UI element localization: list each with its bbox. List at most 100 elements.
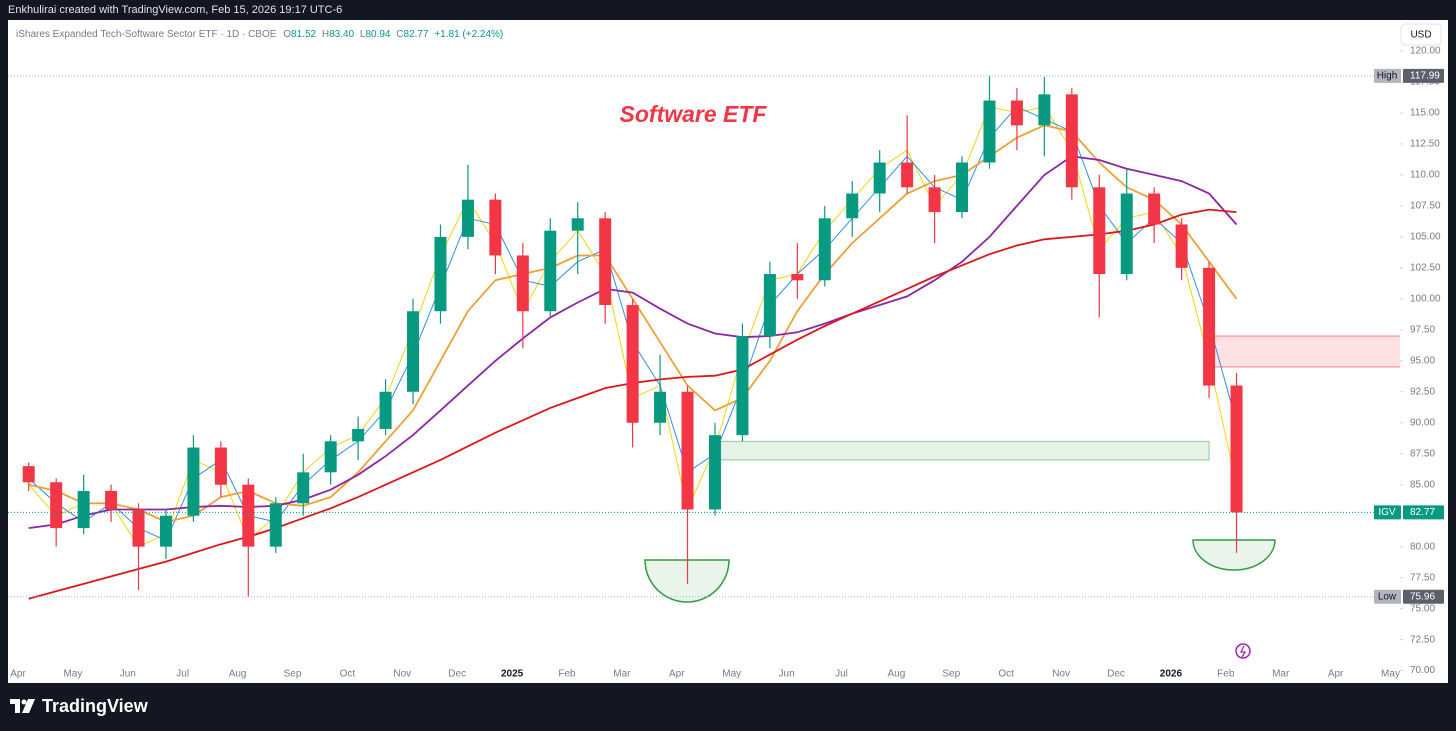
candle-body	[1203, 267, 1216, 386]
chart: iShares Expanded Tech-Software Sector ET…	[8, 20, 1448, 683]
price-tag-bg	[1403, 505, 1444, 520]
candle-body	[50, 482, 63, 529]
chart-title: Software ETF	[620, 101, 768, 127]
price-tag-bg	[1403, 589, 1444, 604]
candle-body	[599, 218, 612, 306]
candle-body	[516, 255, 529, 312]
candle-body	[434, 236, 447, 312]
candle-body	[736, 336, 749, 436]
x-tick-label: May	[1381, 669, 1400, 680]
x-tick-label: Jul	[835, 669, 848, 680]
x-tick-label: May	[63, 669, 82, 680]
ohlc-label: O	[283, 29, 291, 40]
candle-body	[1065, 94, 1078, 188]
ohlc-label: H	[322, 29, 329, 40]
x-tick-label: Apr	[669, 669, 685, 680]
brand-name: TradingView	[42, 696, 148, 716]
candle-body	[242, 484, 255, 547]
event-icon[interactable]	[1235, 643, 1251, 659]
candle-body	[77, 490, 90, 529]
zone	[714, 440, 1210, 461]
y-tick-label: 107.50	[1410, 201, 1441, 212]
x-tick-label: Oct	[998, 669, 1014, 680]
x-tick-label: Mar	[613, 669, 631, 680]
brand: TradingView	[10, 696, 148, 717]
candle-body	[1010, 100, 1023, 126]
y-tick-label: 97.50	[1410, 324, 1435, 335]
moving-average	[28, 124, 1238, 523]
y-tick-label: 95.00	[1410, 355, 1435, 366]
symbol-info: iShares Expanded Tech-Software Sector ET…	[16, 29, 277, 40]
y-tick-label: 80.00	[1410, 541, 1435, 552]
candle-body	[1093, 187, 1106, 275]
candle-body	[681, 391, 694, 510]
candle-body	[654, 391, 667, 423]
candle-body	[461, 199, 474, 237]
y-tick-label: 77.50	[1410, 572, 1435, 583]
ohlc-value: 83.40	[329, 29, 354, 40]
price-tag-name-bg	[1374, 68, 1401, 83]
x-tick-label: Mar	[1272, 669, 1290, 680]
candle-body	[1230, 385, 1243, 513]
price-tag-value: 82.77	[1410, 507, 1435, 518]
y-tick-label: 90.00	[1410, 417, 1435, 428]
candle-body	[956, 162, 969, 213]
y-tick-label: 112.50	[1410, 139, 1440, 150]
x-tick-label: 2025	[501, 669, 524, 680]
top-bar: Enkhulirai created with TradingView.com,…	[8, 4, 343, 16]
candle-body	[407, 311, 420, 392]
candle-body	[379, 391, 392, 429]
y-tick-label: 110.00	[1410, 170, 1440, 181]
bottom-arc	[1192, 539, 1276, 571]
x-tick-label: Aug	[888, 669, 906, 680]
x-tick-label: Feb	[1217, 669, 1235, 680]
candle-body	[352, 428, 365, 442]
x-tick-label: Jun	[120, 669, 136, 680]
x-tick-label: Dec	[1107, 669, 1125, 680]
x-tick-label: Aug	[229, 669, 247, 680]
x-tick-label: Jun	[779, 669, 795, 680]
candle-body	[1038, 94, 1051, 126]
x-tick-label: Dec	[448, 669, 466, 680]
candle-body	[571, 218, 584, 231]
legend-header: iShares Expanded Tech-Software Sector ET…	[16, 29, 503, 40]
candle-body	[626, 305, 639, 423]
x-tick-label: May	[722, 669, 741, 680]
x-tick-label: Jul	[176, 669, 189, 680]
price-tag-bg	[1403, 68, 1444, 83]
candle-body	[873, 162, 886, 194]
ohlc-label: L	[360, 29, 366, 40]
candle-body	[159, 515, 172, 547]
x-tick-label: 2026	[1160, 669, 1183, 680]
ohlc-value: 80.94	[365, 29, 390, 40]
y-tick-label: 75.00	[1410, 603, 1435, 614]
ohlc-value: 81.52	[291, 29, 316, 40]
candle-body	[983, 100, 996, 163]
candle-body	[763, 274, 776, 337]
candle-body	[132, 509, 145, 547]
candle-body	[846, 193, 859, 219]
candle-body	[544, 230, 557, 312]
y-tick-label: 70.00	[1410, 665, 1435, 676]
currency-button[interactable]	[1400, 23, 1442, 46]
candle-body	[269, 503, 282, 547]
y-tick-label: 85.00	[1410, 479, 1435, 490]
x-tick-label: Nov	[1052, 669, 1070, 680]
brand-logo	[10, 698, 35, 713]
candle-body	[214, 447, 227, 485]
y-tick-label: 72.50	[1410, 634, 1435, 645]
price-tag-value: 75.96	[1410, 591, 1435, 602]
zone	[1208, 335, 1400, 368]
candle-body	[928, 187, 941, 213]
x-tick-label: Sep	[284, 669, 302, 680]
currency-label[interactable]: USD	[1410, 30, 1431, 41]
candle-body	[1148, 193, 1161, 225]
x-tick-label: Apr	[10, 669, 26, 680]
candle-body	[297, 472, 310, 504]
candle-body	[791, 274, 804, 281]
candle-body	[1120, 193, 1133, 275]
y-tick-label: 102.50	[1410, 262, 1441, 273]
y-tick-label: 87.50	[1410, 448, 1435, 459]
price-tag-name: Low	[1378, 591, 1397, 602]
